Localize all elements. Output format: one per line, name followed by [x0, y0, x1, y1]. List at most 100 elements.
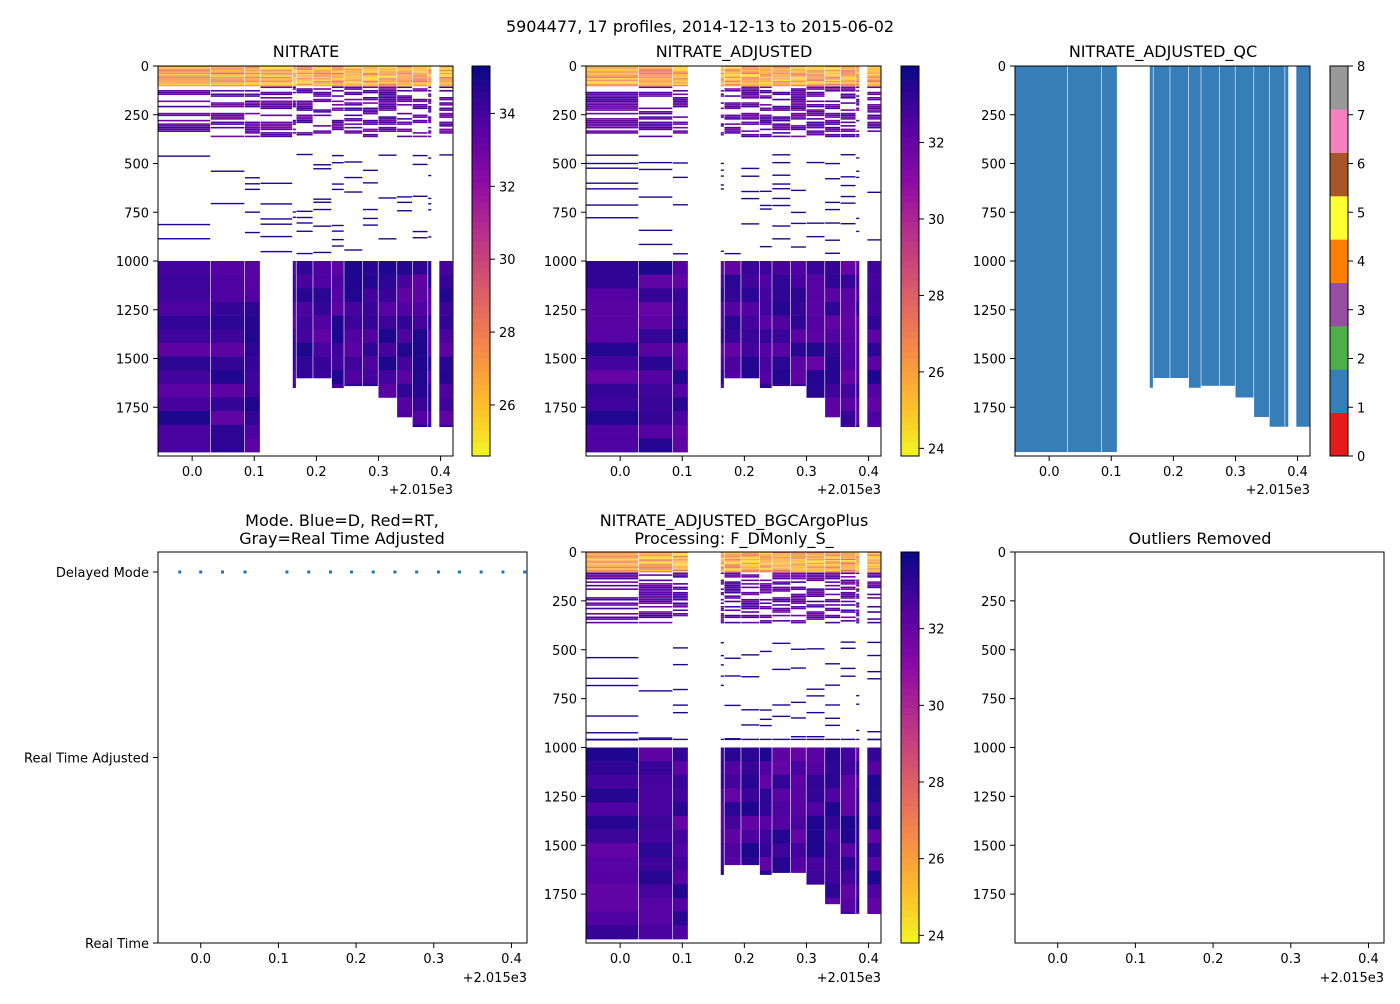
data-line [825, 135, 841, 138]
data-cell [867, 78, 881, 80]
data-cell [428, 342, 432, 357]
data-cell [825, 802, 841, 817]
data-cell [638, 288, 673, 303]
data-line [741, 190, 760, 193]
data-cell [759, 82, 772, 84]
data-line [331, 95, 344, 97]
data-line [772, 204, 791, 207]
data-cell [741, 72, 760, 74]
data-cell [244, 438, 260, 453]
data-line [840, 114, 856, 117]
data-cell [158, 397, 211, 412]
data-line [260, 128, 293, 131]
data-cell [724, 561, 741, 563]
data-line [840, 112, 856, 115]
data-cell [790, 829, 806, 844]
data-cell [397, 66, 413, 68]
data-line [244, 105, 260, 108]
data-cell [867, 556, 881, 558]
data-line [344, 132, 363, 134]
data-cell [772, 788, 791, 803]
data-line [856, 605, 860, 608]
data-cell [856, 558, 860, 561]
data-cell [672, 71, 688, 73]
y-category-label: Real Time [85, 937, 149, 952]
data-cell [344, 72, 363, 74]
data-line [806, 591, 825, 594]
data-cell [362, 261, 378, 275]
data-line [638, 621, 673, 624]
data-line [720, 93, 724, 96]
data-cell [720, 76, 724, 79]
data-cell [790, 274, 806, 289]
data-line [741, 583, 760, 585]
data-cell [806, 79, 825, 81]
data-line [586, 121, 639, 124]
data-line [741, 114, 760, 117]
data-cell [158, 76, 211, 79]
data-cell [867, 76, 881, 79]
data-cell [378, 74, 397, 76]
data-cell [331, 67, 344, 69]
data-line [856, 584, 860, 587]
data-line [825, 616, 841, 619]
colorbar-segment [901, 884, 919, 892]
data-line [825, 577, 841, 580]
data-cell [378, 383, 397, 398]
data-cell [210, 383, 245, 398]
data-cell [586, 568, 639, 570]
data-line [331, 104, 344, 106]
data-cell [759, 75, 772, 77]
data-cell [428, 74, 432, 76]
data-cell [638, 301, 673, 316]
data-cell [790, 329, 806, 344]
colorbar-segment [901, 280, 919, 288]
data-line [840, 95, 856, 97]
data-line [720, 684, 724, 687]
data-line [378, 95, 397, 97]
y-tick-label: 750 [124, 206, 149, 221]
colorbar-segment [901, 345, 919, 353]
data-cell [720, 301, 724, 316]
data-cell [158, 82, 211, 84]
data-cell [210, 70, 245, 72]
data-cell [772, 774, 791, 789]
colorbar-segment [901, 144, 919, 152]
data-cell [428, 82, 432, 84]
data-cell [856, 424, 860, 428]
data-cell [840, 81, 856, 83]
data-line [672, 605, 688, 608]
data-line [586, 738, 639, 741]
data-line [825, 201, 841, 204]
data-line [772, 119, 791, 122]
data-cell [586, 81, 639, 83]
data-line [724, 572, 741, 575]
data-cell [412, 83, 428, 85]
data-line [439, 107, 453, 110]
data-line [790, 89, 806, 92]
data-cell [158, 301, 211, 316]
plot-area: 0.0 0.1 0.2 0.3 0.40250500750100012501500175… [544, 546, 882, 967]
data-cell [790, 67, 806, 69]
data-cell [344, 74, 363, 76]
data-cell [759, 788, 772, 803]
data-cell [439, 329, 453, 344]
data-line [672, 102, 688, 104]
data-cell [586, 556, 639, 558]
qc-column [1188, 66, 1201, 388]
plot-area: 0.0 0.1 0.2 0.3 0.40250500750100012501500175… [116, 60, 454, 480]
data-line [840, 604, 856, 606]
colorbar-segment [472, 313, 490, 321]
colorbar-tick-label: 28 [928, 289, 945, 304]
data-cell [378, 315, 397, 330]
data-cell [840, 76, 856, 79]
data-cell [856, 567, 860, 569]
data-line [158, 89, 211, 92]
data-cell [158, 261, 211, 275]
colorbar-segment [901, 669, 919, 677]
data-line [428, 174, 432, 177]
data-cell [759, 76, 772, 79]
data-cell [412, 78, 428, 80]
colorbar-segment [472, 378, 490, 386]
data-cell [428, 72, 432, 74]
